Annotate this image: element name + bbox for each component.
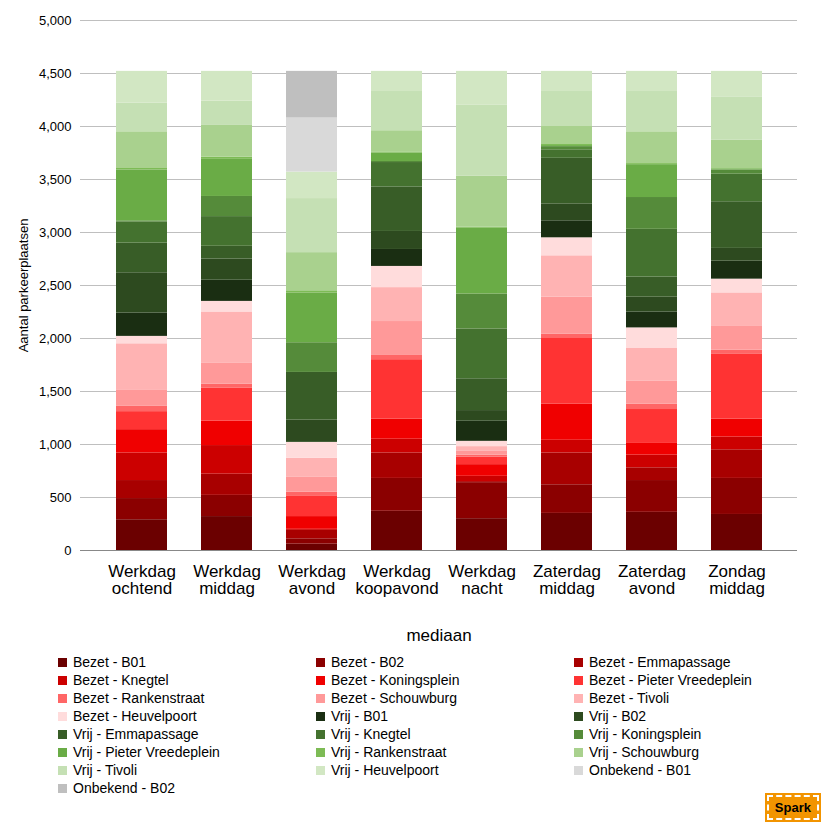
html-text:Onbekend - B02: Onbekend - B02	[73, 780, 175, 796]
svg-text:0: 0	[64, 543, 71, 558]
svg-text:Zondagmiddag: Zondagmiddag	[708, 562, 766, 598]
html-text:Bezet - Schouwburg: Bezet - Schouwburg	[331, 690, 458, 706]
html-text:Vrij - Rankenstraat: Vrij - Rankenstraat	[331, 744, 447, 760]
svg-text:Werkdagkoopavond: Werkdagkoopavond	[355, 562, 438, 598]
html-text:Bezet - B02: Bezet - B02	[331, 654, 405, 670]
html-text:Vrij - B01: Vrij - B01	[331, 708, 389, 724]
html-text:Onbekend - B01: Onbekend - B01	[589, 762, 691, 778]
html-text:Bezet - Heuvelpoort: Bezet - Heuvelpoort	[73, 708, 197, 724]
svg-text:3,500: 3,500	[39, 172, 72, 187]
svg-text:2,500: 2,500	[39, 278, 72, 293]
svg-text:5,000: 5,000	[39, 13, 72, 28]
svg-text:1,000: 1,000	[39, 437, 72, 452]
svg-text:4,500: 4,500	[39, 66, 72, 81]
svg-text:Werkdagnacht: Werkdagnacht	[448, 562, 516, 598]
html-text:Bezet - Tivoli: Bezet - Tivoli	[589, 690, 670, 706]
svg-text:500: 500	[50, 490, 72, 505]
html-text:Vrij - Schouwburg: Vrij - Schouwburg	[589, 744, 699, 760]
html-text:Vrij - Knegtel: Vrij - Knegtel	[331, 726, 411, 742]
svg-text:2,000: 2,000	[39, 331, 72, 346]
html-text:Bezet - Koningsplein: Bezet - Koningsplein	[331, 672, 460, 688]
svg-text:mediaan: mediaan	[406, 626, 471, 645]
html-text:Vrij - Tivoli: Vrij - Tivoli	[73, 762, 137, 778]
svg-text:Werkdagmiddag: Werkdagmiddag	[193, 562, 261, 598]
html-text:Vrij - Koningsplein: Vrij - Koningsplein	[589, 726, 702, 742]
html-text:Vrij - Pieter Vreedeplein: Vrij - Pieter Vreedeplein	[73, 744, 220, 760]
html-text:Vrij - B02: Vrij - B02	[589, 708, 647, 724]
html-text:Bezet - Knegtel: Bezet - Knegtel	[73, 672, 169, 688]
svg-text:3,000: 3,000	[39, 225, 72, 240]
html-text:Bezet - B01: Bezet - B01	[73, 654, 147, 670]
html-text:Bezet - Emmapassage: Bezet - Emmapassage	[589, 654, 731, 670]
svg-text:4,000: 4,000	[39, 119, 72, 134]
html-text:Vrij - Heuvelpoort: Vrij - Heuvelpoort	[331, 762, 439, 778]
html-text:Spark: Spark	[774, 800, 811, 815]
svg-text:Werkdagochtend: Werkdagochtend	[108, 562, 176, 598]
html-text:Bezet - Rankenstraat: Bezet - Rankenstraat	[73, 690, 205, 706]
svg-text:Aantal parkeerplaatsen: Aantal parkeerplaatsen	[16, 219, 31, 353]
html-text:Bezet - Pieter Vreedeplein: Bezet - Pieter Vreedeplein	[589, 672, 752, 688]
svg-text:1,500: 1,500	[39, 384, 72, 399]
svg-text:Zaterdagavond: Zaterdagavond	[618, 562, 686, 598]
svg-text:Werkdagavond: Werkdagavond	[278, 562, 346, 598]
svg-text:Zaterdagmiddag: Zaterdagmiddag	[533, 562, 601, 598]
html-text:Vrij - Emmapassage: Vrij - Emmapassage	[73, 726, 199, 742]
